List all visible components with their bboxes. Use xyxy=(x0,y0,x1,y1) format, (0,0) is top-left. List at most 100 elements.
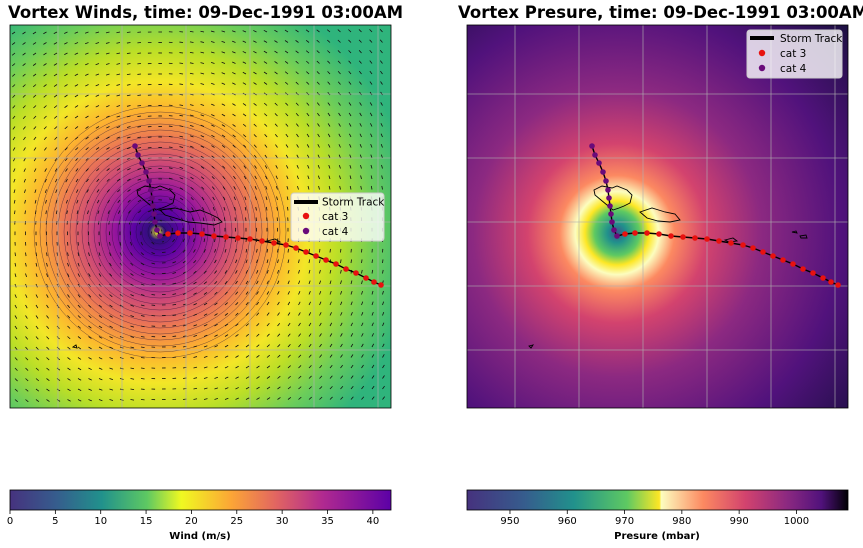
colorbar-tick-label: 10 xyxy=(94,516,107,527)
wind-arrow xyxy=(12,126,16,130)
wind-arrow xyxy=(106,115,110,118)
wind-arrow xyxy=(245,312,249,316)
wind-arrow xyxy=(193,292,197,295)
wind-arrow xyxy=(319,354,323,358)
wind-arrow xyxy=(306,112,310,117)
wind-arrow xyxy=(308,365,312,369)
wind-arrow xyxy=(109,346,113,349)
wind-arrow xyxy=(253,102,257,106)
wind-arrow xyxy=(35,262,38,267)
wind-arrow xyxy=(126,73,131,76)
wind-arrow xyxy=(254,175,257,180)
wind-arrow xyxy=(253,71,257,75)
wind-arrow xyxy=(214,376,219,379)
wind-arrow xyxy=(308,354,312,358)
wind-arrow xyxy=(317,165,320,169)
wind-legend: Storm Track cat 3 cat 4 xyxy=(290,192,385,242)
wind-arrow xyxy=(234,217,236,222)
wind-arrow xyxy=(263,71,268,75)
wind-contour-ring xyxy=(39,111,281,353)
wind-arrow xyxy=(296,144,299,148)
wind-arrow xyxy=(22,63,26,67)
wind-arrow xyxy=(87,210,89,215)
wind-arrow xyxy=(235,312,239,316)
wind-arrow xyxy=(116,42,121,44)
wind-arrow xyxy=(109,336,113,339)
wind-arrow xyxy=(127,178,131,182)
wind-arrow xyxy=(34,210,37,215)
wind-arrow xyxy=(337,50,341,54)
cat3-point xyxy=(740,242,746,248)
wind-contour-ring xyxy=(93,165,227,299)
wind-arrow xyxy=(359,154,362,159)
wind-arrow xyxy=(316,29,320,33)
colorbar-tick-label: 960 xyxy=(558,516,577,527)
wind-arrow xyxy=(256,270,259,274)
wind-arrow xyxy=(43,84,47,88)
wind-arrow xyxy=(337,39,341,43)
wind-arrow xyxy=(33,105,37,109)
wind-arrow xyxy=(348,50,352,54)
wind-arrow xyxy=(13,168,16,172)
wind-arrow xyxy=(211,186,215,190)
wind-arrow xyxy=(232,82,236,85)
wind-arrow xyxy=(13,157,16,162)
wind-arrow xyxy=(266,397,271,400)
wind-arrow xyxy=(179,146,184,148)
wind-arrow xyxy=(287,333,291,337)
cat4-point xyxy=(135,152,141,158)
wind-arrow xyxy=(371,259,373,264)
wind-arrow xyxy=(287,396,292,400)
wind-arrow xyxy=(35,399,40,402)
wind-arrow xyxy=(266,354,270,358)
wind-arrow xyxy=(382,301,385,306)
wind-arrow xyxy=(190,176,194,180)
wind-arrow xyxy=(316,71,320,75)
pressure-panel: Storm Track cat 3 cat 4 xyxy=(466,24,849,409)
wind-arrow xyxy=(340,301,343,306)
wind-arrow xyxy=(361,280,363,285)
wind-arrow xyxy=(264,134,268,138)
wind-arrow xyxy=(286,165,289,169)
wind-arrow xyxy=(25,357,29,361)
wind-arrow xyxy=(254,186,257,190)
wind-arrow xyxy=(95,105,100,108)
wind-arrow xyxy=(256,354,260,358)
wind-arrow xyxy=(284,29,289,33)
wind-arrow xyxy=(97,220,100,225)
wind-arrow xyxy=(137,126,142,128)
wind-arrow xyxy=(340,343,343,348)
wind-arrow xyxy=(277,269,280,274)
wind-arrow xyxy=(55,210,58,215)
wind-arrow xyxy=(298,333,301,337)
wind-arrow xyxy=(296,123,299,127)
wind-arrow xyxy=(77,283,81,288)
colorbar-tick-label: 1000 xyxy=(784,516,809,527)
wind-arrow xyxy=(328,164,331,169)
wind-arrow xyxy=(277,312,280,316)
wind-arrow xyxy=(275,144,278,148)
wind-arrow xyxy=(67,325,71,329)
wind-arrow xyxy=(274,123,278,127)
wind-arrow xyxy=(169,218,173,222)
cat3-point xyxy=(770,253,776,259)
wind-arrow xyxy=(32,84,37,88)
cat4-point xyxy=(157,233,163,239)
wind-arrow xyxy=(298,365,302,369)
wind-arrow xyxy=(126,31,131,33)
wind-arrow xyxy=(329,280,332,285)
wind-arrow xyxy=(77,304,81,308)
wind-arrow xyxy=(305,39,310,43)
wind-arrow xyxy=(14,252,16,257)
wind-arrow xyxy=(369,29,373,33)
wind-arrow xyxy=(277,291,280,295)
wind-arrow xyxy=(361,333,364,337)
wind-arrow xyxy=(232,72,236,75)
wind-arrow xyxy=(224,334,229,337)
wind-arrow xyxy=(316,39,320,43)
wind-arrow xyxy=(277,259,279,264)
wind-arrow xyxy=(361,354,364,358)
wind-arrow xyxy=(319,386,323,390)
wind-arrow xyxy=(119,304,124,308)
wind-arrow xyxy=(190,166,194,169)
